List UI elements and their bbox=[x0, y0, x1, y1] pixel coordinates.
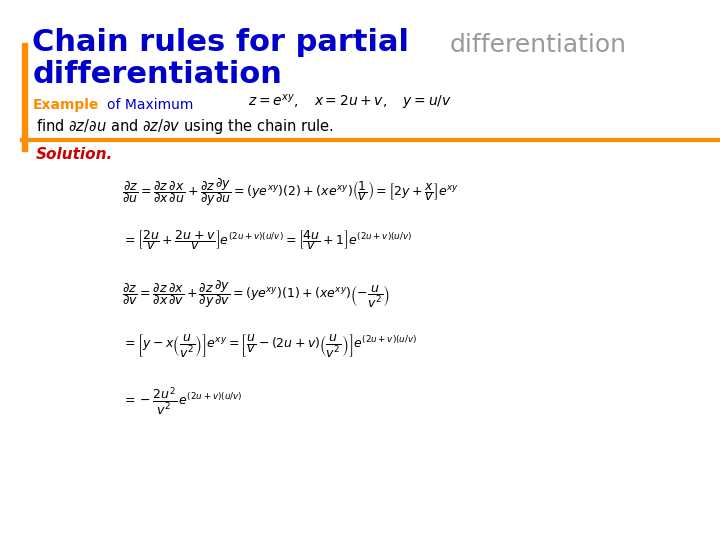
Text: of Maximum: of Maximum bbox=[107, 98, 193, 112]
Text: $= \left[\dfrac{2u}{v} + \dfrac{2u+v}{v}\right]e^{(2u+v)(u/v)} = \left[\dfrac{4u: $= \left[\dfrac{2u}{v} + \dfrac{2u+v}{v}… bbox=[122, 228, 413, 252]
Text: find $\partial z/\partial u$ and $\partial z/\partial v$ using the chain rule.: find $\partial z/\partial u$ and $\parti… bbox=[36, 117, 334, 136]
Text: differentiation: differentiation bbox=[32, 60, 282, 89]
Text: Example: Example bbox=[32, 98, 99, 112]
Bar bbox=[22, 43, 27, 151]
Text: $\dfrac{\partial z}{\partial v} = \dfrac{\partial z}{\partial x}\dfrac{\partial : $\dfrac{\partial z}{\partial v} = \dfrac… bbox=[122, 278, 390, 310]
Text: $= -\dfrac{2u^2}{v^2}\,e^{(2u+v)(u/v)}$: $= -\dfrac{2u^2}{v^2}\,e^{(2u+v)(u/v)}$ bbox=[122, 385, 243, 416]
Text: $\dfrac{\partial z}{\partial u} = \dfrac{\partial z}{\partial x}\dfrac{\partial : $\dfrac{\partial z}{\partial u} = \dfrac… bbox=[122, 176, 459, 208]
Text: Solution.: Solution. bbox=[36, 147, 113, 162]
Text: $= \left[y - x\left(\dfrac{u}{v^2}\right)\right]e^{xy} = \left[\dfrac{u}{v} - (2: $= \left[y - x\left(\dfrac{u}{v^2}\right… bbox=[122, 332, 418, 359]
Text: $z = e^{xy},\quad x = 2u + v,\quad y = u/v$: $z = e^{xy},\quad x = 2u + v,\quad y = u… bbox=[248, 93, 452, 112]
Text: Chain rules for partial: Chain rules for partial bbox=[32, 28, 420, 57]
Text: differentiation: differentiation bbox=[450, 33, 627, 57]
